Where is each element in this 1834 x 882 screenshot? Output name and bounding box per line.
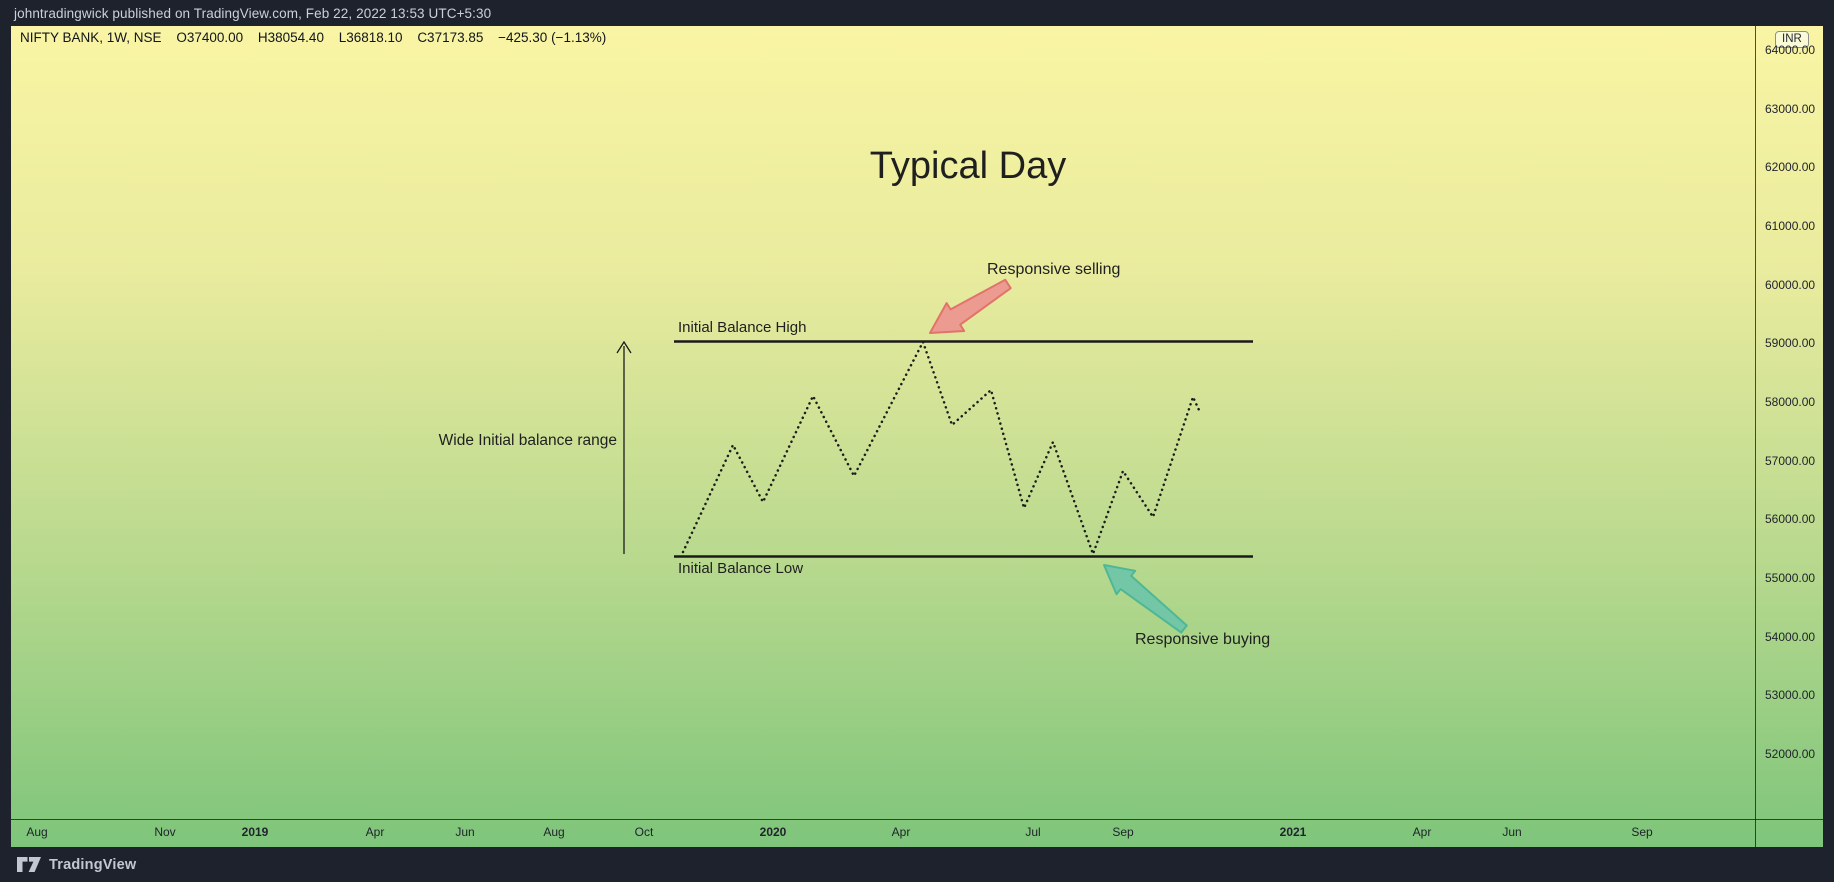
- footer-bar: TradingView: [0, 847, 1834, 882]
- publish-bar: johntradingwick published on TradingView…: [0, 0, 1834, 26]
- price-axis-label: 53000.00: [1765, 688, 1816, 703]
- time-axis-label: Aug: [26, 825, 48, 839]
- time-axis-label: Sep: [1631, 825, 1653, 839]
- price-axis-border: [1755, 26, 1756, 847]
- time-axis-label: Jun: [1502, 825, 1522, 839]
- tradingview-logo-icon[interactable]: [17, 857, 41, 872]
- time-axis-label: Sep: [1112, 825, 1134, 839]
- time-axis-border: [11, 819, 1823, 820]
- price-axis-label: 60000.00: [1765, 277, 1816, 292]
- time-axis-label: 2019: [241, 825, 269, 839]
- price-axis-label: 57000.00: [1765, 453, 1816, 468]
- initial-balance-low-label: Initial Balance Low: [678, 560, 804, 577]
- footer-brand[interactable]: TradingView: [49, 856, 137, 873]
- chart-title: Typical Day: [869, 145, 1067, 187]
- legend-high: H38054.40: [257, 30, 324, 45]
- legend-change: −425.30 (−1.13%): [498, 30, 607, 45]
- price-axis-label: 62000.00: [1765, 160, 1816, 175]
- responsive-selling-label: Responsive selling: [987, 261, 1121, 278]
- price-axis-label: 63000.00: [1765, 101, 1816, 116]
- price-axis-label: 64000.00: [1765, 43, 1816, 57]
- time-axis-label: Jun: [455, 825, 475, 839]
- time-axis-label: Apr: [891, 825, 911, 839]
- price-axis-label: 54000.00: [1765, 629, 1816, 644]
- price-axis-label: 58000.00: [1765, 395, 1816, 409]
- time-axis-label: Jul: [1025, 825, 1041, 839]
- legend-open: O37400.00: [176, 30, 244, 45]
- price-axis-label: 55000.00: [1765, 571, 1816, 585]
- price-axis-label: 61000.00: [1765, 219, 1816, 233]
- publish-text: johntradingwick published on TradingView…: [14, 5, 492, 21]
- legend-symbol: NIFTY BANK, 1W, NSE: [20, 30, 162, 45]
- time-axis-label: 2020: [759, 825, 787, 839]
- price-axis-label: 56000.00: [1765, 512, 1816, 527]
- time-axis-label: Oct: [634, 825, 654, 839]
- price-axis-label: 59000.00: [1765, 336, 1816, 351]
- time-axis-label: Nov: [154, 825, 176, 839]
- wide-range-label: Wide Initial balance range: [438, 432, 617, 449]
- initial-balance-high-label: Initial Balance High: [678, 319, 807, 336]
- currency-badge[interactable]: INR: [1775, 31, 1809, 48]
- time-axis-label: Apr: [365, 825, 385, 839]
- symbol-legend: NIFTY BANK, 1W, NSE O37400.00 H38054.40 …: [20, 30, 617, 45]
- legend-low: L36818.10: [338, 30, 403, 45]
- legend-close: C37173.85: [417, 30, 484, 45]
- responsive-buying-label: Responsive buying: [1135, 631, 1271, 648]
- time-axis-label: Apr: [1412, 825, 1432, 839]
- time-axis-label: Aug: [543, 825, 565, 839]
- price-axis-label: 52000.00: [1765, 747, 1816, 761]
- time-axis-label: 2021: [1279, 825, 1307, 839]
